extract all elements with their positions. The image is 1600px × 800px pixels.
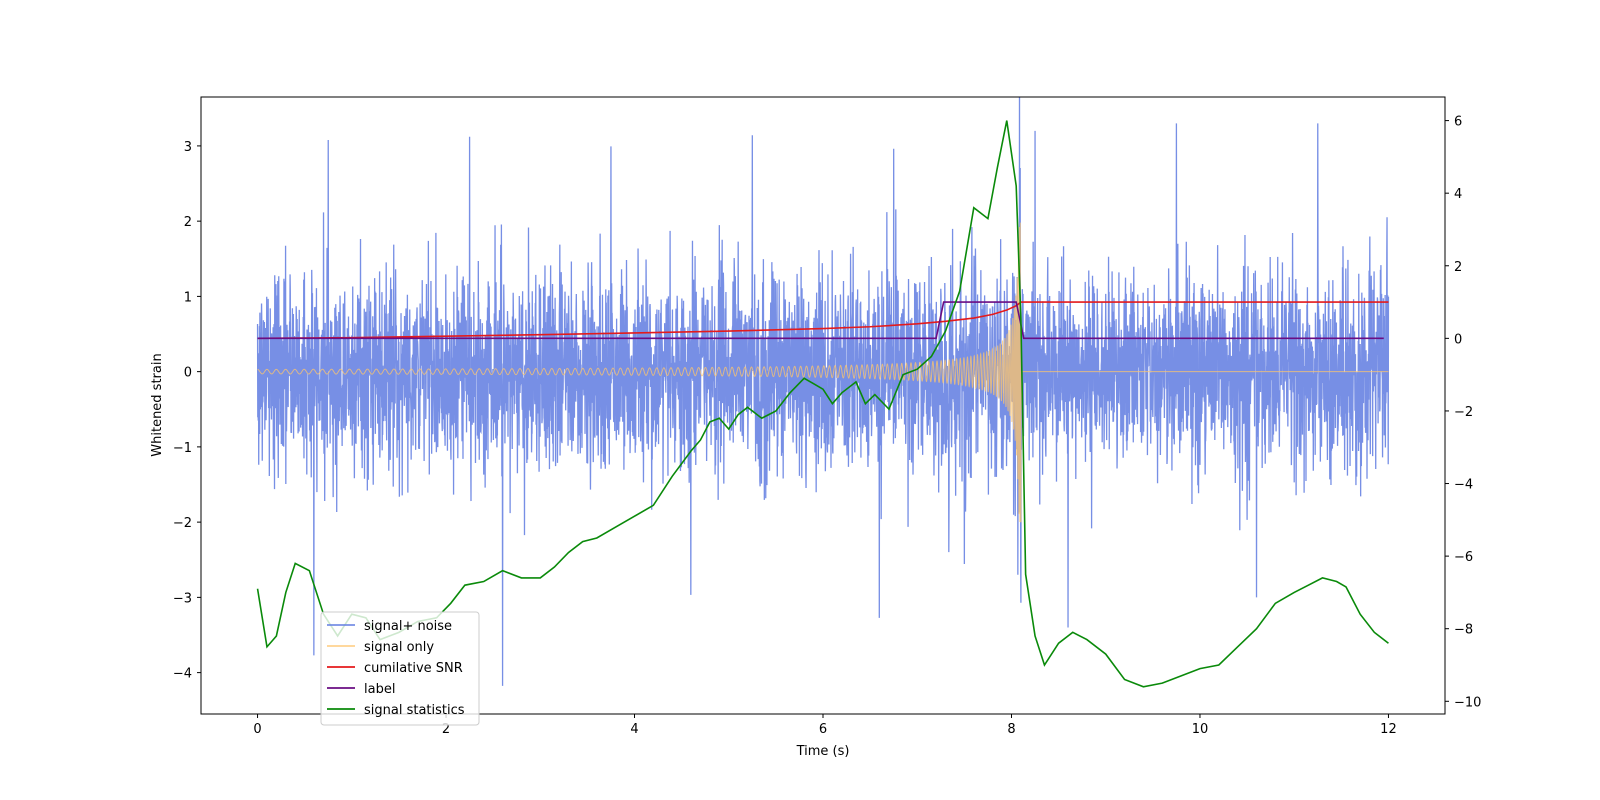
y2-tick-label: −6 [1454, 550, 1473, 565]
legend-label-label: label [364, 682, 395, 697]
y2-tick-label: 2 [1454, 260, 1462, 275]
y2-tick-label: 4 [1454, 187, 1462, 202]
x-tick-label: 12 [1380, 722, 1397, 737]
y2-tick-label: −4 [1454, 478, 1473, 493]
series-layer [258, 77, 1389, 686]
y-tick-label: −3 [173, 591, 192, 606]
y-tick-label: −4 [173, 667, 192, 682]
y2-tick-label: 6 [1454, 115, 1462, 130]
legend-label-signal-statistics: signal statistics [364, 703, 465, 718]
legend: signal+ noise signal only cumilative SNR la… [321, 612, 479, 725]
chart-figure: 0 2 4 6 8 10 123210−1−2−3−46420−2−4−6−8−10 Tim… [0, 0, 1600, 800]
y2-tick-label: −8 [1454, 623, 1473, 638]
legend-label-signal-only: signal only [364, 640, 434, 655]
y2-tick-label: −2 [1454, 405, 1473, 420]
x-tick-label: 8 [1007, 722, 1015, 737]
legend-label-signal-noise: signal+ noise [364, 619, 452, 634]
y-tick-label: 0 [184, 366, 192, 381]
y-tick-label: 2 [184, 215, 192, 230]
y-tick-label: 3 [184, 140, 192, 155]
x-axis-label: Time (s) [796, 744, 850, 759]
x-tick-label: 4 [630, 722, 638, 737]
legend-label-cumilative-snr: cumilative SNR [364, 661, 463, 676]
y-axis-label: Whitened strain [150, 353, 165, 456]
y-tick-label: −2 [173, 516, 192, 531]
y2-tick-label: −10 [1454, 695, 1481, 710]
y-tick-label: 1 [184, 290, 192, 305]
x-tick-label: 6 [819, 722, 827, 737]
y2-tick-label: 0 [1454, 332, 1462, 347]
y-tick-label: −1 [173, 441, 192, 456]
x-tick-label: 10 [1192, 722, 1209, 737]
x-tick-label: 0 [253, 722, 261, 737]
series-signal-noise-line [258, 77, 1389, 686]
